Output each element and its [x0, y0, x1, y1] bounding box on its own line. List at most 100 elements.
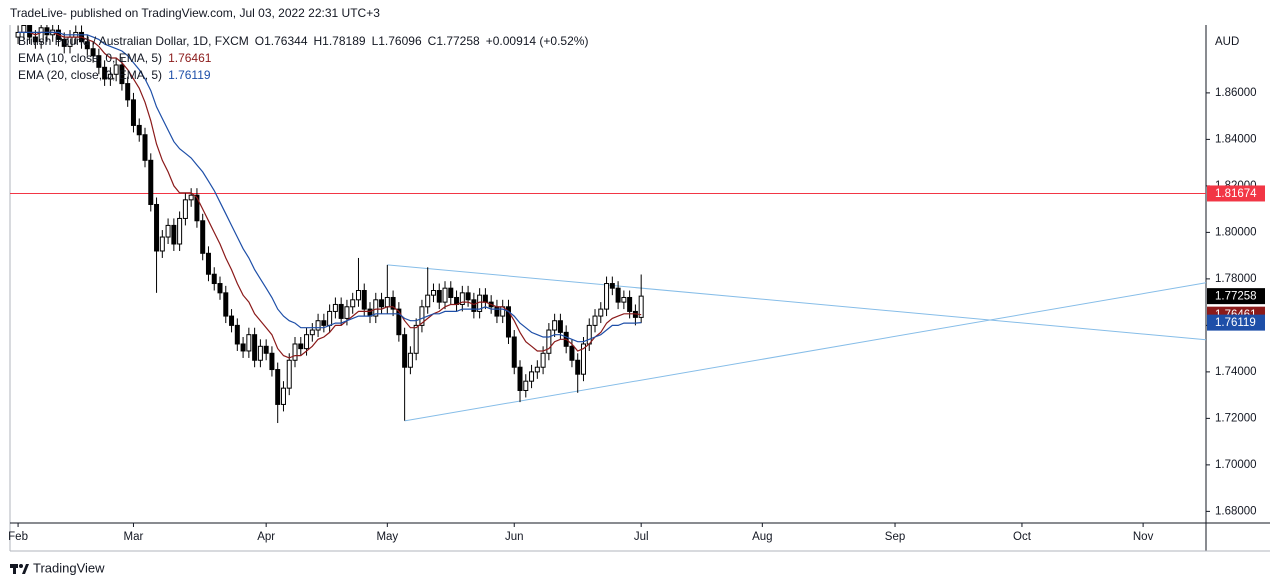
candle-body	[280, 387, 286, 405]
candle-body	[211, 273, 217, 285]
candle-body	[96, 55, 102, 68]
y-tick-label: 1.68000	[1215, 505, 1257, 517]
high-value: 1.78189	[322, 34, 366, 48]
y-tick-label: 1.84000	[1215, 133, 1257, 145]
x-tick-label: Jun	[505, 531, 524, 543]
trendline	[387, 264, 1206, 341]
candle-body	[379, 299, 385, 308]
candle-body	[355, 290, 361, 301]
symbol: British Pound / Australian Dollar, 1D, F…	[18, 34, 249, 48]
candle-body	[575, 359, 581, 375]
candle-body	[482, 294, 488, 303]
candle-body	[534, 366, 540, 373]
candle-body	[448, 287, 454, 298]
brand: TradingView	[33, 560, 105, 575]
candle-body	[159, 236, 165, 252]
y-tick-label: 1.78000	[1215, 273, 1257, 285]
candle-body	[130, 99, 136, 126]
candle-body	[304, 334, 310, 350]
y-tick-label: 1.80000	[1215, 226, 1257, 238]
level-price-tag: 1.81674	[1215, 188, 1257, 200]
candle-body	[194, 194, 200, 222]
candle-body	[361, 290, 367, 310]
x-tick-label: Aug	[752, 531, 772, 543]
candle-body	[148, 159, 154, 205]
candle-body	[102, 66, 108, 80]
candle-body	[350, 299, 356, 308]
candle-body	[511, 336, 517, 368]
candle-body	[292, 343, 298, 361]
candle-body	[298, 343, 304, 350]
candle-body	[240, 343, 246, 352]
candle-body	[586, 324, 592, 345]
legend-main: British Pound / Australian Dollar, 1D, F…	[18, 34, 588, 48]
x-tick-label: Mar	[124, 531, 144, 543]
x-tick-label: Apr	[257, 531, 275, 543]
change: +0.00914 (+0.52%)	[486, 34, 589, 48]
candle-body	[459, 292, 465, 305]
x-tick-label: Feb	[8, 531, 28, 543]
published-note: TradeLive- published on TradingView.com,…	[10, 6, 380, 20]
candle-body	[609, 283, 615, 289]
x-tick-label: Oct	[1013, 531, 1032, 543]
x-tick-label: Nov	[1133, 531, 1154, 543]
legend: EMA (10, close, 0, EMA, 5) 1.76461 EMA (20…	[18, 51, 212, 82]
y-tick-label: 1.72000	[1215, 412, 1257, 424]
candle-body	[494, 306, 500, 317]
candle-body	[113, 64, 119, 75]
candle-body	[257, 345, 263, 361]
candle-body	[396, 308, 402, 336]
open-value: 1.76344	[264, 34, 308, 48]
ohlc-prefix: L	[372, 34, 379, 48]
candle-body	[229, 315, 235, 326]
candle-body	[188, 194, 194, 201]
candle-body	[252, 334, 258, 361]
candle-body	[217, 283, 223, 294]
candle-body	[90, 48, 96, 57]
candle-body	[107, 73, 113, 80]
candle-body	[27, 25, 33, 38]
currency: AUD	[1215, 36, 1239, 48]
candle-body	[413, 324, 419, 354]
ohlc-prefix: O	[255, 34, 264, 48]
legend-value: 1.76119	[168, 68, 211, 82]
candle-body	[136, 124, 142, 136]
axes: 1.680001.700001.720001.740001.760001.780…	[8, 87, 1265, 543]
close-value: 1.77258	[436, 34, 480, 48]
candle-body	[523, 380, 529, 391]
candle-body	[61, 38, 67, 47]
candle-body	[286, 359, 292, 389]
candle-body	[546, 329, 552, 354]
candle-body	[338, 303, 344, 319]
candle-body	[38, 27, 44, 43]
candle-body	[569, 345, 575, 361]
candle-body	[119, 64, 125, 85]
candle-body	[465, 292, 471, 301]
candle-body	[638, 295, 644, 318]
ohlc-prefix: H	[314, 34, 323, 48]
candle-body	[505, 306, 511, 338]
candle-body	[275, 369, 281, 405]
candle-body	[557, 320, 563, 333]
candle-body	[580, 343, 586, 375]
candle-body	[171, 224, 177, 245]
candle-body	[223, 292, 229, 317]
candle-body	[442, 287, 448, 303]
candle-body	[471, 299, 477, 312]
legend-name: EMA (20, close, 0, EMA, 5)	[18, 68, 162, 82]
legend-entry: EMA (10, close, 0, EMA, 5) 1.76461	[18, 51, 212, 65]
candle-body	[309, 329, 315, 336]
candle-body	[615, 287, 621, 303]
level-price-tag-bg	[1207, 185, 1265, 202]
candle-body	[32, 36, 38, 43]
candle-body	[425, 294, 431, 308]
candle-body	[604, 283, 610, 310]
ohlc-prefix: C	[428, 34, 437, 48]
ema-line	[18, 31, 642, 359]
candle-body	[165, 224, 171, 238]
ema-line	[18, 31, 642, 343]
candle-body	[332, 303, 338, 312]
trendline	[404, 282, 1206, 422]
candle-body	[84, 41, 90, 50]
candle-body	[436, 290, 442, 303]
